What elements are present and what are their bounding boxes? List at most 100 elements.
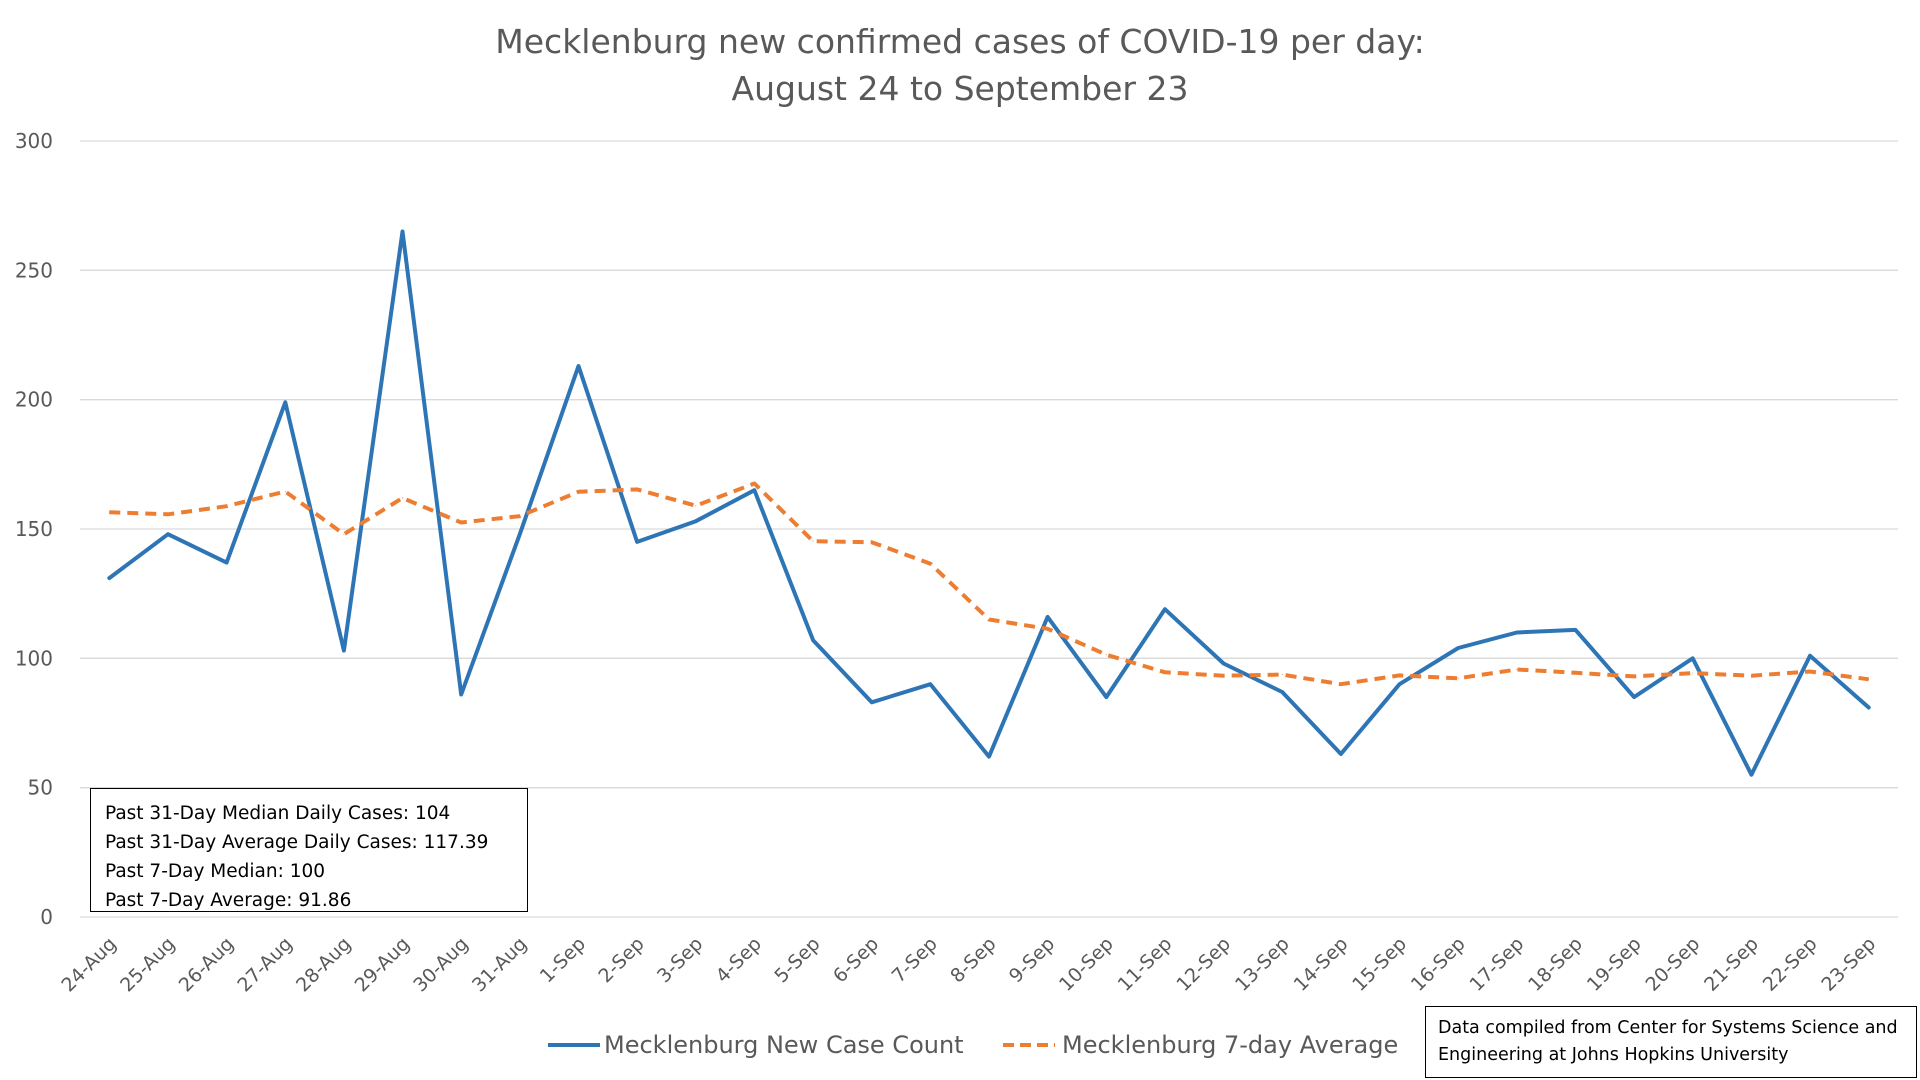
x-tick-label: 24-Aug	[57, 933, 120, 996]
data-point	[343, 533, 345, 535]
legend-label-new-cases: Mecklenburg New Case Count	[604, 1031, 964, 1059]
data-point	[460, 694, 462, 696]
data-point	[108, 577, 110, 579]
data-point	[1105, 696, 1107, 698]
y-tick-label: 150	[15, 517, 53, 541]
data-point	[167, 513, 169, 515]
data-point	[1574, 672, 1576, 674]
data-point	[636, 488, 638, 490]
data-point	[1164, 671, 1166, 673]
gridlines	[80, 140, 1898, 918]
chart-title: Mecklenburg new confirmed cases of COVID…	[495, 22, 1424, 108]
stat-average-31day: Past 31-Day Average Daily Cases: 117.39	[105, 832, 489, 853]
legend-label-7day-average: Mecklenburg 7-day Average	[1062, 1031, 1398, 1059]
data-point	[167, 533, 169, 535]
data-point	[460, 522, 462, 524]
data-point	[1692, 672, 1694, 674]
data-point	[1399, 683, 1401, 685]
data-point	[226, 562, 228, 564]
x-tick-label: 21-Sep	[1700, 933, 1763, 996]
y-tick-label: 300	[15, 129, 53, 153]
data-point	[577, 491, 579, 493]
x-tick-label: 3-Sep	[653, 933, 707, 987]
legend: Mecklenburg New Case Count Mecklenburg 7…	[548, 1031, 1398, 1059]
data-point	[636, 541, 638, 543]
source-line-1: Data compiled from Center for Systems Sc…	[1438, 1018, 1898, 1038]
y-tick-label: 0	[40, 905, 53, 929]
y-axis-ticks: 0 50 100 150 200 250 300	[15, 129, 53, 929]
data-point	[1340, 753, 1342, 755]
stat-average-7day: Past 7-Day Average: 91.86	[105, 890, 352, 911]
data-point	[1574, 629, 1576, 631]
x-tick-label: 16-Sep	[1407, 933, 1470, 996]
data-point	[108, 511, 110, 513]
x-tick-label: 20-Sep	[1641, 933, 1704, 996]
x-tick-label: 30-Aug	[409, 933, 472, 996]
data-point	[1809, 655, 1811, 657]
y-tick-label: 250	[15, 258, 53, 282]
series	[107, 229, 1871, 777]
data-point	[284, 490, 286, 492]
x-tick-label: 29-Aug	[351, 933, 414, 996]
data-point	[1516, 668, 1518, 670]
y-tick-label: 200	[15, 388, 53, 412]
x-tick-label: 22-Sep	[1759, 933, 1822, 996]
data-point	[402, 497, 404, 499]
x-tick-label: 9-Sep	[1005, 933, 1059, 987]
x-tick-label: 25-Aug	[116, 933, 179, 996]
x-tick-label: 12-Sep	[1172, 933, 1235, 996]
data-point	[695, 520, 697, 522]
data-point	[1164, 608, 1166, 610]
data-point	[1868, 678, 1870, 680]
x-tick-label: 8-Sep	[946, 933, 1000, 987]
data-point	[1047, 616, 1049, 618]
data-point	[1281, 691, 1283, 693]
data-point	[1281, 674, 1283, 676]
x-tick-label: 19-Sep	[1583, 933, 1646, 996]
series-line-new-cases	[107, 229, 1871, 777]
x-tick-label: 11-Sep	[1114, 933, 1177, 996]
data-point	[1868, 706, 1870, 708]
data-point	[1105, 654, 1107, 656]
data-point	[343, 650, 345, 652]
x-tick-label: 4-Sep	[712, 933, 766, 987]
summary-stats-box: Past 31-Day Median Daily Cases: 104 Past…	[90, 788, 528, 912]
data-point	[519, 533, 521, 535]
x-tick-label: 26-Aug	[175, 933, 238, 996]
x-tick-label: 17-Sep	[1466, 933, 1529, 996]
x-tick-label: 23-Sep	[1817, 933, 1880, 996]
x-tick-label: 15-Sep	[1348, 933, 1411, 996]
data-point	[929, 683, 931, 685]
data-point	[1633, 696, 1635, 698]
data-point	[1692, 657, 1694, 659]
x-tick-label: 28-Aug	[292, 933, 355, 996]
data-point	[1223, 675, 1225, 677]
y-tick-label: 100	[15, 646, 53, 670]
data-point	[402, 231, 404, 233]
data-point	[1223, 663, 1225, 665]
source-line-2: Engineering at Johns Hopkins University	[1438, 1045, 1789, 1065]
chart-title-line-1: Mecklenburg new confirmed cases of COVID…	[495, 22, 1424, 61]
data-point	[753, 489, 755, 491]
chart-title-line-2: August 24 to September 23	[732, 69, 1189, 108]
data-point	[1047, 628, 1049, 630]
data-point	[1399, 674, 1401, 676]
data-point	[929, 563, 931, 565]
x-axis-ticks: 24-Aug25-Aug26-Aug27-Aug28-Aug29-Aug30-A…	[57, 933, 1880, 996]
data-point	[519, 515, 521, 517]
x-tick-label: 2-Sep	[594, 933, 648, 987]
data-point	[1457, 647, 1459, 649]
series-line-7day-average	[109, 481, 1869, 687]
data-point	[1809, 671, 1811, 673]
data-point	[812, 540, 814, 542]
data-point	[812, 639, 814, 641]
data-point	[1750, 774, 1752, 776]
data-point	[988, 619, 990, 621]
data-point	[753, 482, 755, 484]
data-point	[1516, 631, 1518, 633]
data-point	[1340, 683, 1342, 685]
data-point	[871, 701, 873, 703]
stat-median-31day: Past 31-Day Median Daily Cases: 104	[105, 803, 451, 824]
stat-median-7day: Past 7-Day Median: 100	[105, 861, 326, 882]
